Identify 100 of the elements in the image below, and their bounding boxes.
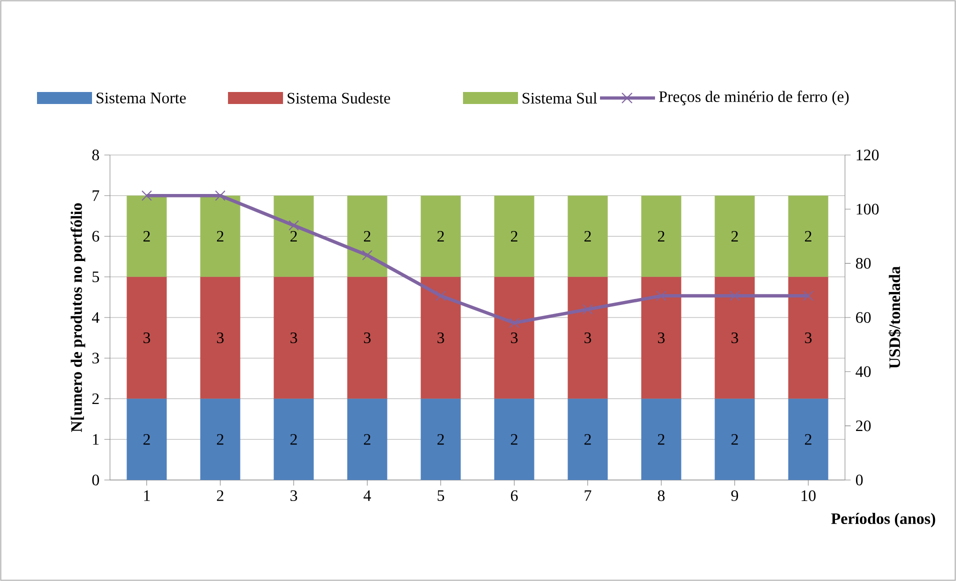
bar (788, 398, 828, 480)
point (142, 190, 152, 201)
data-label: 2 (290, 230, 297, 242)
data-label: 3 (584, 332, 592, 344)
data-label: 2 (364, 434, 370, 445)
bar (494, 276, 534, 399)
y2-tick-label: 40 (856, 366, 871, 378)
data-label: 2 (658, 230, 664, 242)
x-tick-label: 3 (290, 490, 298, 502)
y-tick-label: 7 (92, 190, 100, 201)
legend-label: Sistema Sudeste (288, 92, 390, 104)
y2-tick-label: 120 (856, 150, 879, 160)
bar (420, 398, 461, 480)
point (362, 250, 372, 260)
bar (714, 196, 755, 277)
y-tick-label: 2 (92, 393, 99, 404)
y-tick-label: 5 (92, 272, 100, 282)
y2-tick-label: 20 (856, 420, 871, 432)
bar (274, 398, 314, 480)
data-label: 2 (216, 434, 224, 445)
bar (274, 276, 314, 399)
y-tick-label: 0 (92, 474, 100, 486)
bar (641, 398, 682, 480)
y-tick-label: 8 (92, 150, 100, 160)
x-tick-label: 7 (584, 490, 592, 501)
x-tick-label: 4 (364, 490, 371, 501)
bar (347, 196, 388, 277)
bar (420, 276, 461, 399)
data-label: 3 (217, 332, 224, 344)
data-label: 2 (804, 434, 812, 445)
data-label: 2 (364, 230, 370, 242)
data-label: 3 (290, 332, 298, 344)
point (656, 290, 666, 302)
data-label: 2 (804, 230, 812, 242)
data-label: 3 (805, 332, 812, 344)
legend-label: Sistema Norte (96, 92, 186, 104)
data-label: 2 (658, 434, 664, 445)
data-label: 2 (216, 230, 224, 242)
bar (714, 398, 755, 480)
data-label: 2 (143, 434, 150, 445)
bar (494, 398, 534, 480)
x-tick-label: 9 (731, 490, 738, 502)
x-axis-title: Períodos (anos) (831, 512, 936, 528)
bar (788, 276, 828, 399)
data-label: 2 (510, 434, 518, 445)
y2-tick-label: 0 (856, 474, 863, 486)
x-tick-label: 5 (438, 490, 444, 501)
bar (126, 276, 167, 399)
bar (126, 196, 167, 277)
bar (126, 398, 167, 480)
y2-tick-label: 100 (856, 204, 879, 215)
bar (274, 196, 314, 277)
data-label: 2 (584, 434, 591, 445)
point (288, 220, 299, 231)
bar (200, 398, 240, 480)
data-label: 3 (658, 332, 665, 344)
y-tick-label: 3 (92, 352, 100, 364)
bar (347, 398, 388, 480)
bar (568, 398, 608, 480)
data-label: 2 (510, 230, 518, 242)
bar (788, 196, 828, 277)
bar (568, 196, 608, 277)
y2-tick-label: 80 (856, 258, 871, 269)
data-label: 3 (511, 332, 518, 344)
y-tick-label: 6 (92, 230, 100, 242)
data-label: 3 (438, 332, 444, 344)
point (215, 190, 226, 201)
data-label: 2 (731, 230, 738, 242)
point (730, 290, 740, 302)
data-label: 3 (364, 332, 371, 344)
x-tick-label: 2 (216, 490, 224, 501)
data-label: 3 (144, 332, 150, 344)
data-label: 2 (584, 230, 591, 242)
y2-axis-title: USD$/tonelada (888, 266, 902, 368)
bar (420, 196, 461, 277)
bar (200, 276, 240, 399)
legend-label: Sistema Sul (522, 92, 597, 104)
y-axis-title: N[umero de produtos no portfólio (70, 203, 86, 432)
y-tick-label: 4 (92, 312, 100, 323)
x-tick-label: 1 (144, 490, 150, 501)
x-tick-label: 8 (658, 490, 665, 502)
bar (494, 196, 534, 277)
data-label: 2 (437, 230, 444, 242)
legend-label: Preços de minério de ferro (e) (659, 90, 849, 106)
y2-tick-label: 60 (856, 312, 871, 323)
point (509, 318, 520, 328)
x-tick-label: 10 (802, 490, 816, 502)
point (803, 290, 814, 302)
y-tick-label: 1 (93, 434, 99, 445)
data-label: 2 (731, 434, 738, 445)
point (582, 304, 593, 315)
bar (568, 276, 608, 399)
data-label: 2 (143, 230, 150, 242)
bar (641, 196, 682, 277)
data-label: 2 (290, 434, 297, 445)
bar (641, 276, 682, 399)
data-label: 2 (437, 434, 444, 445)
bar (347, 276, 388, 399)
x-tick-label: 6 (510, 490, 518, 502)
data-label: 3 (732, 332, 738, 344)
